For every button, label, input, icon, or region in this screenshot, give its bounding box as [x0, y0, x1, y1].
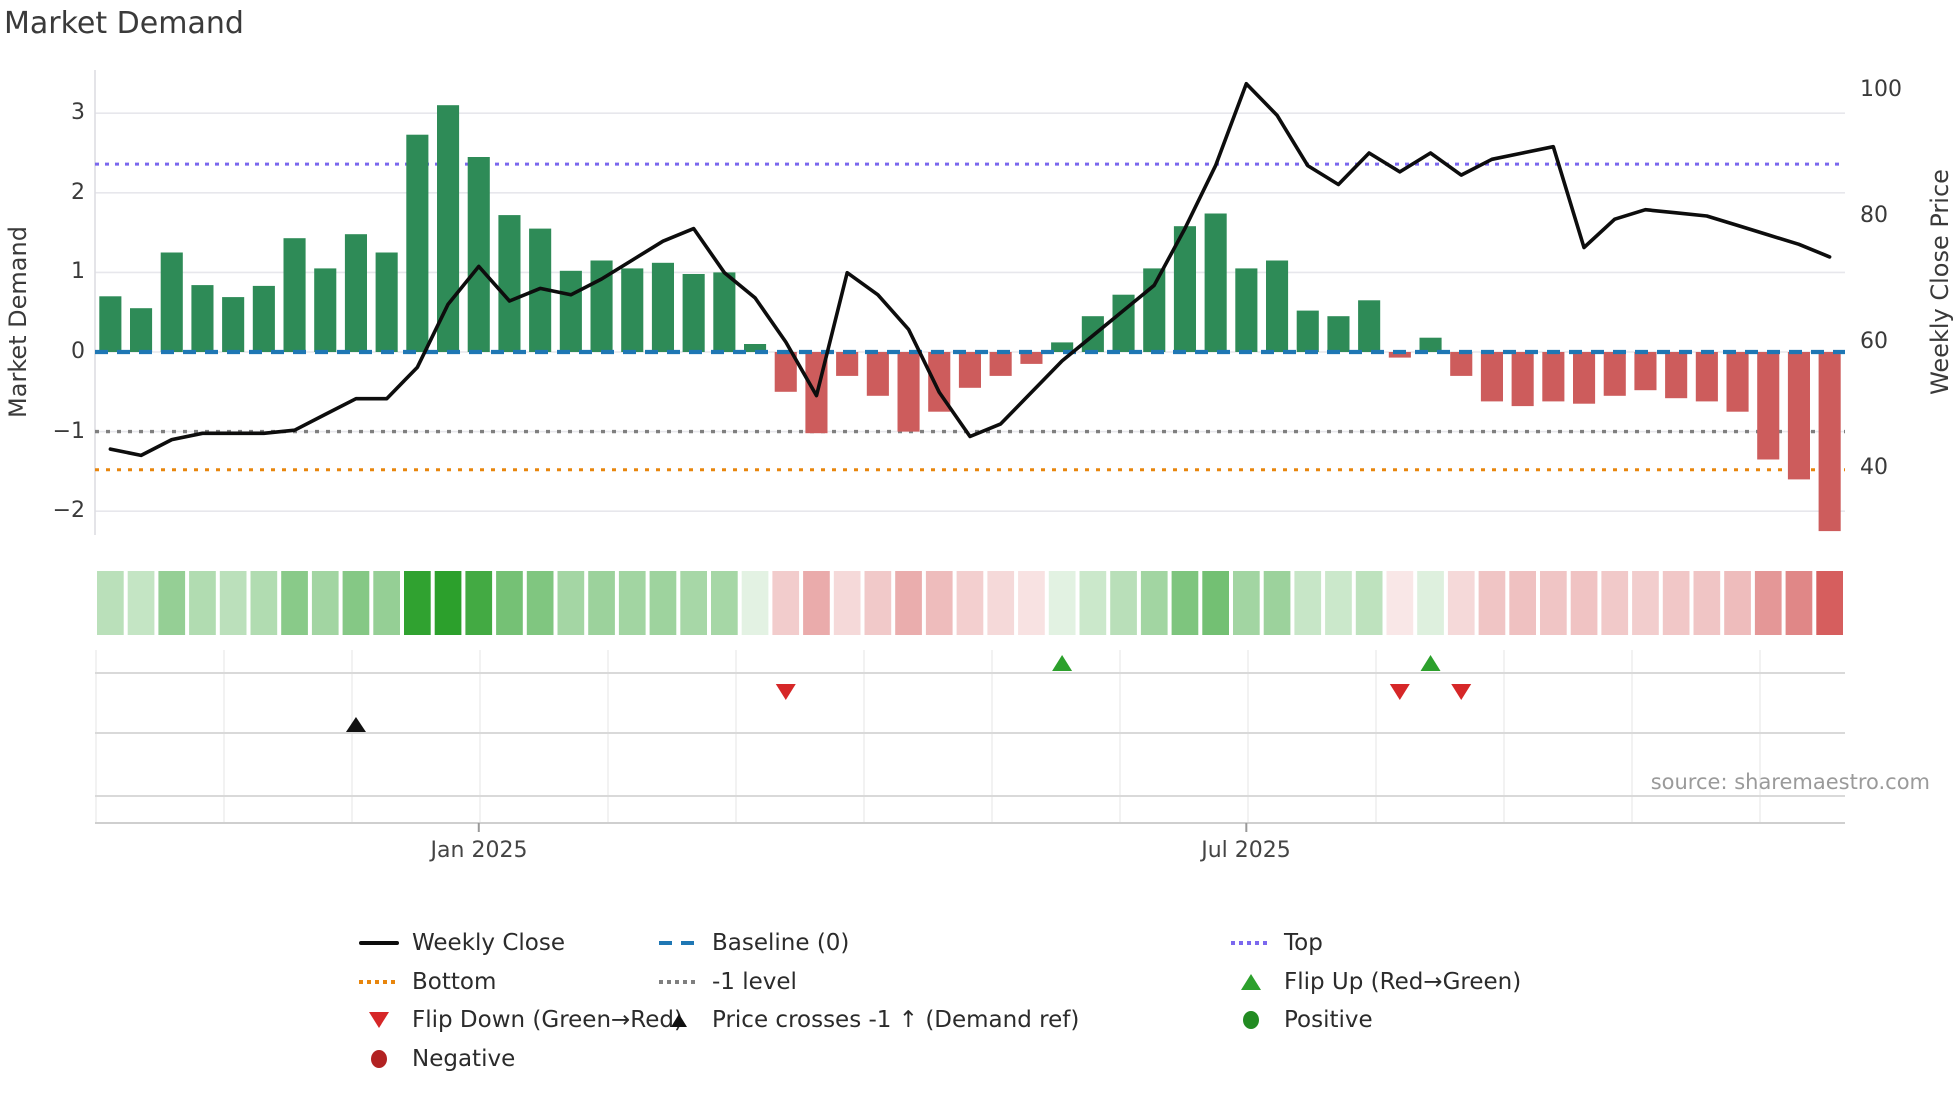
legend-swatch-dot: [356, 979, 402, 984]
right-axis-tick: 100: [1860, 77, 1902, 102]
legend-label: Bottom: [412, 968, 497, 995]
left-axis-tick: 0: [71, 339, 85, 364]
legend-swatch-circle: [1228, 1011, 1274, 1030]
tri-up-small-icon: [656, 1013, 702, 1027]
x-axis-tick: Jan 2025: [430, 838, 528, 863]
right-axis-tick: 80: [1860, 203, 1888, 228]
legend-label: Price crosses -1 ↑ (Demand ref): [712, 1007, 1080, 1034]
legend-label: Negative: [412, 1046, 516, 1073]
legend-item: -1 level: [656, 963, 1079, 1002]
legend-column-3: Top Flip Up (Red→Green) Positive: [1228, 924, 1521, 1040]
legend-item: Negative: [356, 1040, 683, 1079]
legend-label: Flip Up (Red→Green): [1284, 968, 1522, 995]
legend-column-1: Weekly Close Bottom Flip Down (Green→Red) N…: [356, 924, 683, 1078]
left-axis-tick: −1: [52, 418, 85, 444]
legend-swatch-dot: [1228, 941, 1274, 946]
right-axis-tick: 60: [1860, 329, 1888, 354]
legend-swatch-line: [356, 941, 402, 946]
right-axis-tick: 40: [1860, 455, 1888, 480]
legend-swatch-dash: [656, 941, 702, 946]
legend-label: Weekly Close: [412, 930, 565, 957]
legend-label: Baseline (0): [712, 930, 850, 957]
chart-title: Market Demand: [4, 6, 244, 41]
legend-label: Top: [1284, 930, 1323, 957]
left-axis-tick: 3: [71, 100, 85, 126]
left-axis-tick: 1: [71, 259, 85, 285]
legend-label: -1 level: [712, 968, 797, 995]
legend-column-2: Baseline (0) -1 level Price crosses -1 ↑ (…: [656, 924, 1079, 1040]
legend-swatch-dot: [656, 979, 702, 984]
legend-item: Bottom: [356, 963, 683, 1002]
legend-label: Positive: [1284, 1007, 1373, 1034]
tri-up-icon: [1228, 973, 1274, 990]
legend-item: Weekly Close: [356, 924, 683, 963]
left-axis-label: Market Demand: [4, 226, 32, 418]
legend-item: Flip Down (Green→Red): [356, 1001, 683, 1040]
legend-item: Positive: [1228, 1001, 1521, 1040]
legend-swatch-circle: [356, 1050, 402, 1069]
tri-down-icon: [356, 1012, 402, 1029]
source-attribution: source: sharemaestro.com: [1650, 770, 1930, 794]
left-axis-tick: 2: [71, 179, 85, 205]
legend-label: Flip Down (Green→Red): [412, 1007, 683, 1034]
x-axis-tick: Jul 2025: [1201, 838, 1291, 863]
right-axis-label: Weekly Close Price: [1926, 169, 1954, 395]
legend-item: Price crosses -1 ↑ (Demand ref): [656, 1001, 1079, 1040]
legend-item: Flip Up (Red→Green): [1228, 963, 1521, 1002]
legend-item: Baseline (0): [656, 924, 1079, 963]
left-axis-tick: −2: [52, 498, 85, 524]
legend-item: Top: [1228, 924, 1521, 963]
